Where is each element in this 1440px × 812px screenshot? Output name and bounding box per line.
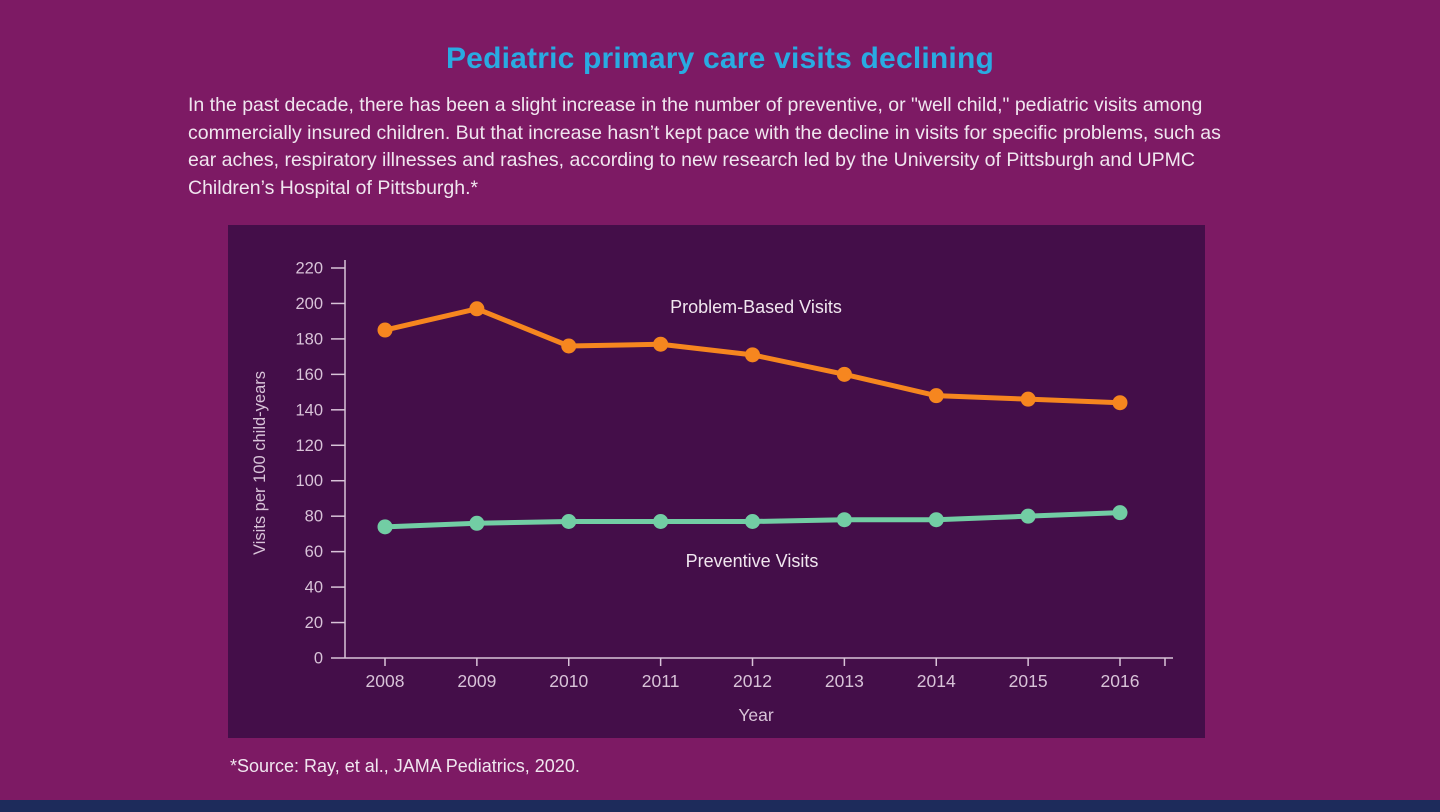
source-note: *Source: Ray, et al., JAMA Pediatrics, 2… <box>230 756 580 776</box>
data-point-problem-based-visits <box>469 301 485 317</box>
data-point-preventive-visits <box>653 514 669 529</box>
x-tick-label: 2008 <box>366 671 405 691</box>
data-point-preventive-visits <box>928 512 944 528</box>
y-tick-label: 40 <box>305 579 323 597</box>
x-tick-label: 2016 <box>1101 671 1140 691</box>
data-point-preventive-visits <box>469 515 485 531</box>
y-tick-label: 200 <box>295 295 323 313</box>
y-tick-label: 140 <box>295 401 323 419</box>
data-point-problem-based-visits <box>836 366 852 382</box>
y-tick-label: 220 <box>295 260 323 278</box>
data-point-preventive-visits <box>377 519 393 535</box>
data-point-preventive-visits <box>1020 508 1036 524</box>
bottom-accent-strip <box>0 800 1440 812</box>
data-point-preventive-visits <box>836 512 852 528</box>
series-label-preventive-visits: Preventive Visits <box>686 551 819 571</box>
data-point-problem-based-visits <box>377 322 393 338</box>
y-tick-label: 100 <box>295 472 323 490</box>
data-point-preventive-visits <box>745 514 760 529</box>
data-point-problem-based-visits <box>653 336 669 352</box>
y-tick-label: 160 <box>295 366 323 384</box>
data-point-problem-based-visits <box>561 338 577 354</box>
data-point-problem-based-visits <box>745 347 760 363</box>
x-tick-label: 2009 <box>457 671 496 691</box>
page-title: Pediatric primary care visits declining <box>445 42 995 75</box>
series-label-problem-based-visits: Problem-Based Visits <box>670 297 842 317</box>
y-tick-label: 0 <box>314 650 323 668</box>
y-tick-label: 60 <box>305 543 323 561</box>
x-tick-label: 2010 <box>549 671 588 691</box>
data-point-preventive-visits <box>561 514 577 529</box>
page-description: In the past decade, there has been a sli… <box>188 94 1221 199</box>
y-tick-label: 180 <box>295 330 323 348</box>
x-tick-label: 2015 <box>1009 671 1048 691</box>
data-point-problem-based-visits <box>1112 395 1128 411</box>
chart-panel: 0 20 40 60 80 100 120 140 160 180 200 220 2008 2009 20… <box>228 225 1205 738</box>
x-tick-label: 2013 <box>825 671 864 691</box>
x-tick-label: 2014 <box>917 671 956 691</box>
chart-svg: 0 20 40 60 80 100 120 140 160 180 200 220 2008 2009 20… <box>251 260 1173 725</box>
y-tick-label: 120 <box>295 437 323 455</box>
data-point-preventive-visits <box>1112 505 1128 521</box>
x-axis-title: Year <box>738 705 774 725</box>
x-tick-label: 2011 <box>642 671 680 691</box>
y-axis-title: Visits per 100 child-years <box>251 371 269 555</box>
x-tick-label: 2012 <box>733 671 772 691</box>
y-tick-label: 20 <box>305 614 323 632</box>
data-point-problem-based-visits <box>928 388 944 404</box>
data-point-problem-based-visits <box>1020 391 1036 407</box>
y-tick-label: 80 <box>305 508 323 526</box>
